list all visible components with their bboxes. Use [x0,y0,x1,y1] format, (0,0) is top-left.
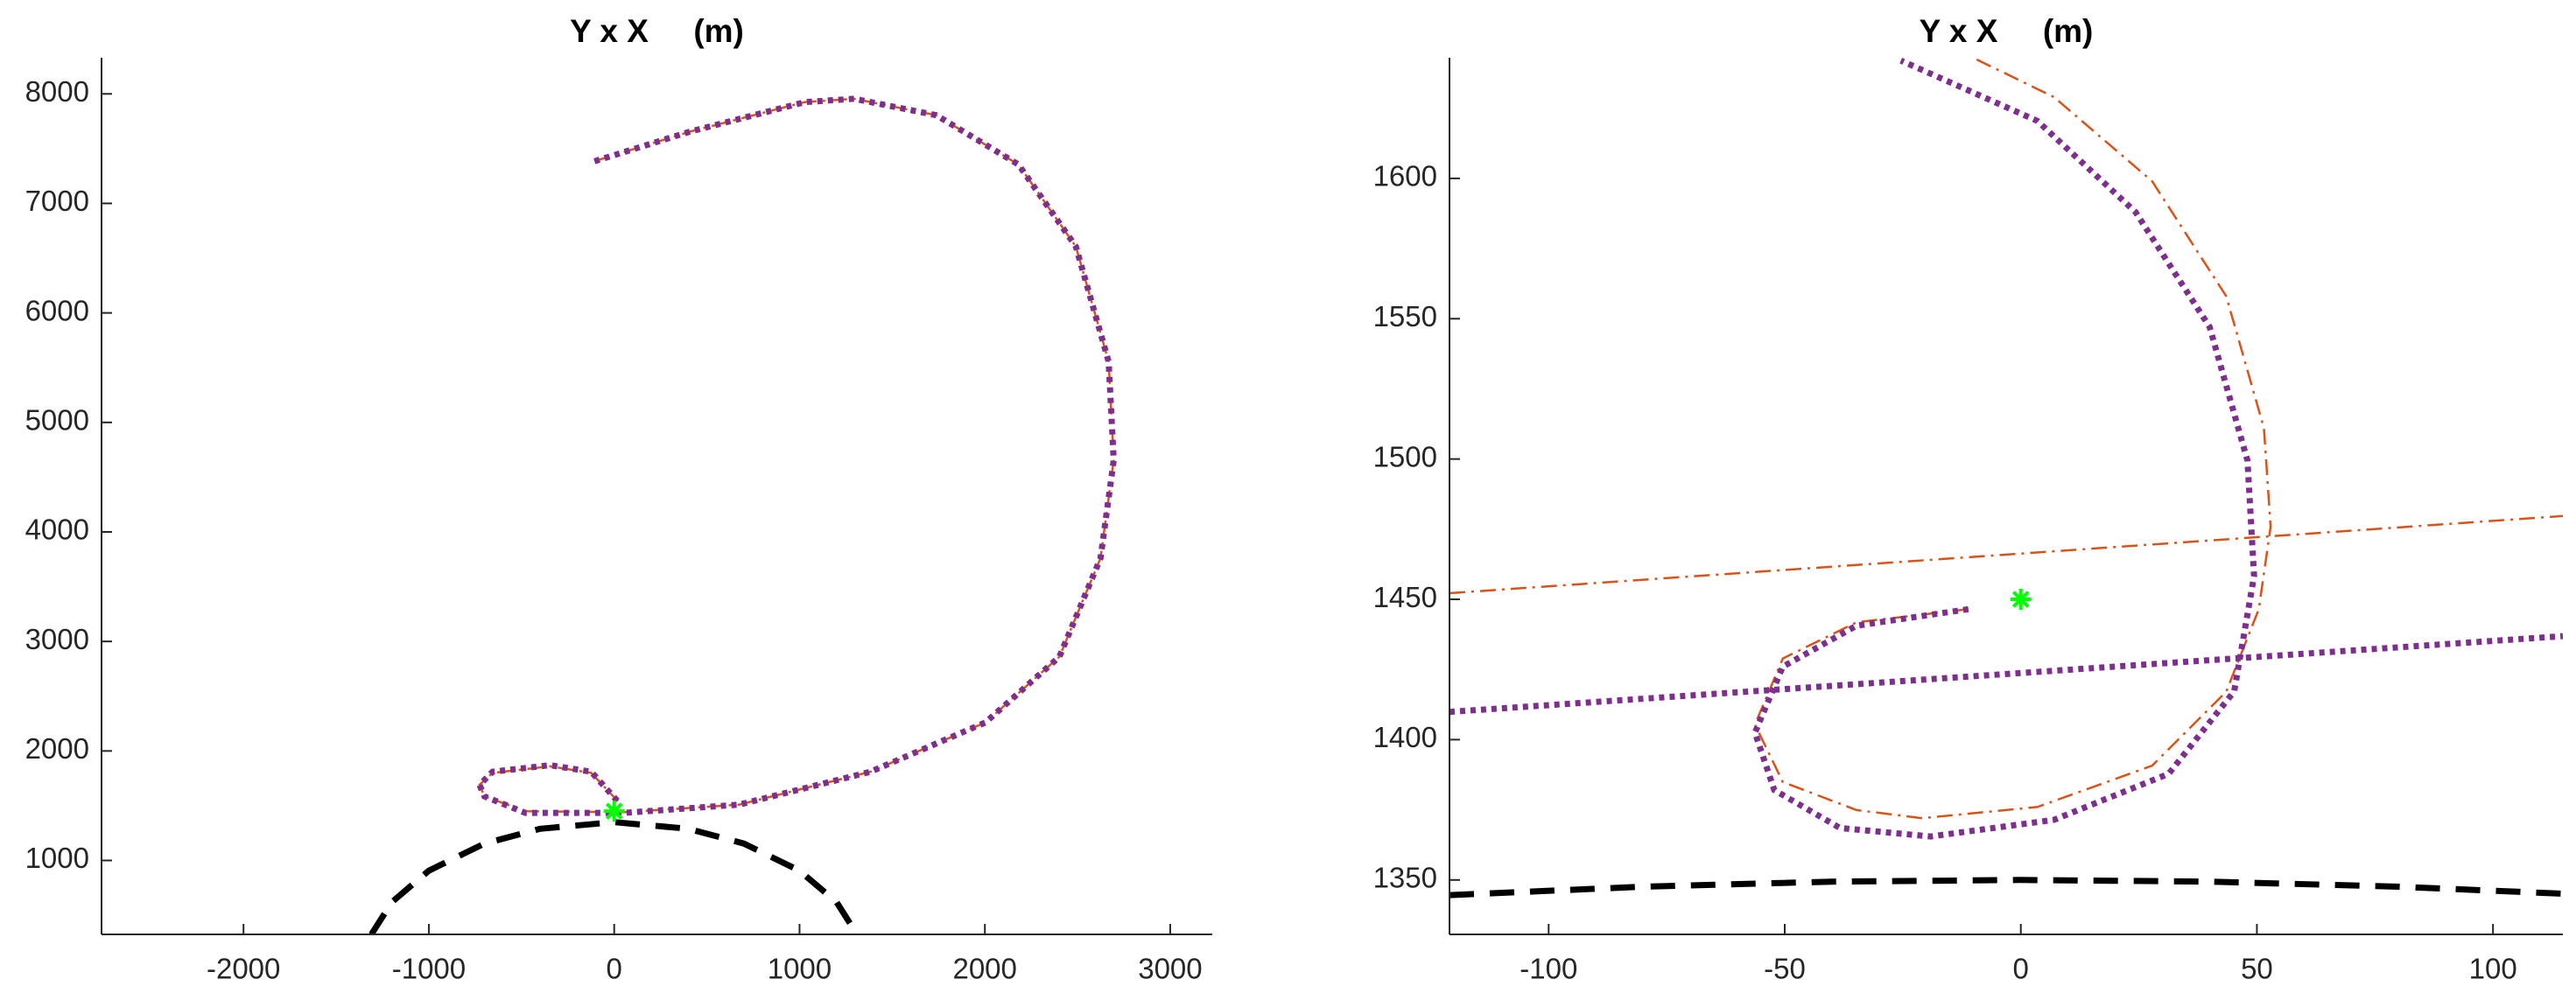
series-line [1753,58,2272,820]
y-tick-label: 1550 [1373,300,1437,332]
x-tick-label: 50 [2241,953,2273,985]
x-tick-label: -50 [1764,953,1806,985]
chart-title: Y x X (m) [1920,13,2094,49]
y-tick-label: 1350 [1373,861,1437,893]
star-marker [603,801,625,822]
y-tick-label: 5000 [25,404,89,437]
y-tick-label: 2000 [25,732,89,765]
plot-area [1449,58,2563,899]
x-tick-label: -1000 [392,953,466,985]
series-line [1449,633,2563,716]
x-tick-label: 0 [2013,953,2029,985]
y-tick-label: 7000 [25,185,89,217]
y-tick-label: 1500 [1373,440,1437,472]
x-tick-label: 100 [2469,953,2517,985]
series-line [478,97,1115,814]
star-marker [2010,589,2032,611]
y-tick-label: 1400 [1373,721,1437,753]
y-tick-label: 1000 [25,842,89,874]
y-tick-label: 1600 [1373,160,1437,192]
x-tick-label: -2000 [207,953,280,985]
y-tick-label: 8000 [25,75,89,108]
x-tick-label: 3000 [1138,953,1202,985]
y-tick-label: 6000 [25,294,89,326]
series-line [1449,514,2563,595]
y-tick-label: 4000 [25,514,89,546]
series-line [475,95,1117,816]
series-line [1449,877,2563,899]
y-tick-label: 1450 [1373,581,1437,613]
chart-title: Y x X (m) [570,13,744,49]
series-line [1751,58,2257,840]
series-line [369,819,860,934]
x-tick-label: 2000 [952,953,1016,985]
plot-area [369,95,1117,934]
x-tick-label: 1000 [768,953,832,985]
y-tick-label: 3000 [25,623,89,655]
x-tick-label: 0 [607,953,622,985]
x-tick-label: -100 [1520,953,1577,985]
